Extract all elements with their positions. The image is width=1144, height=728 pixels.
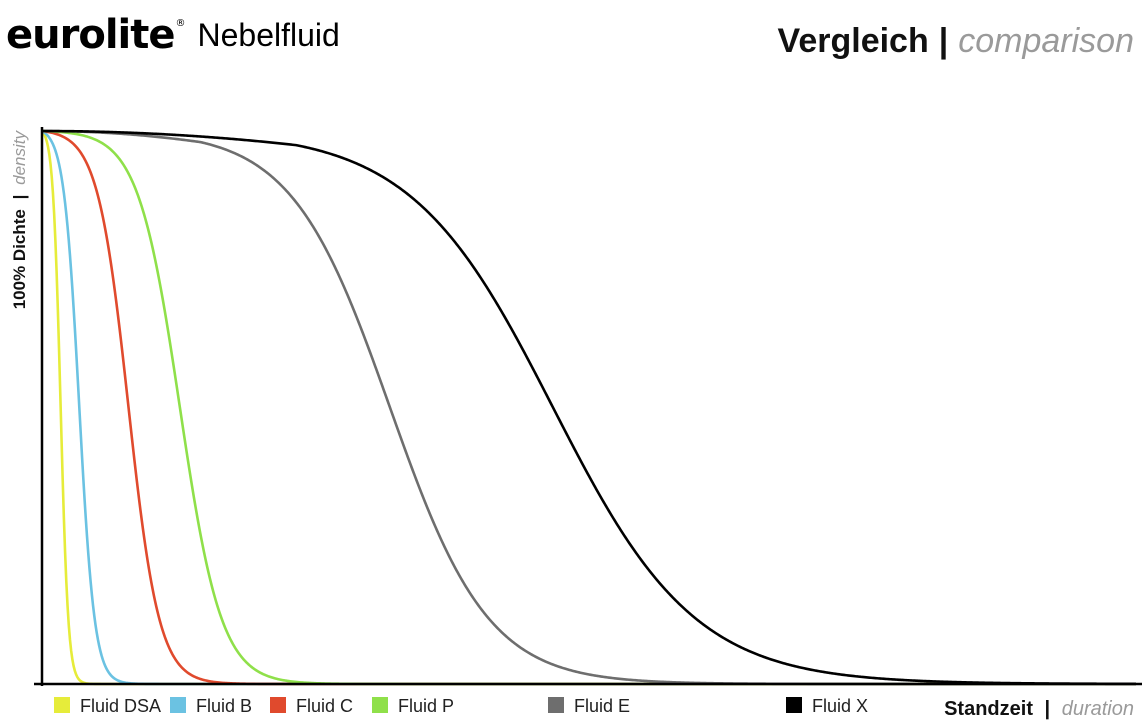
series-line-fluid-p xyxy=(41,129,1136,686)
x-axis-label: Standzeit | duration xyxy=(944,698,1134,720)
y-axis-label-main: 100% Dichte xyxy=(10,209,29,309)
legend-label-fluid-p: Fluid P xyxy=(398,696,454,716)
legend-label-fluid-x: Fluid X xyxy=(812,696,868,716)
legend-label-fluid-c: Fluid C xyxy=(296,696,353,716)
legend-swatch-fluid-dsa xyxy=(54,697,70,713)
legend-swatch-fluid-p xyxy=(372,697,388,713)
series-line-fluid-c xyxy=(41,129,1136,686)
y-axis-label-separator: | xyxy=(10,195,29,200)
title-separator: | xyxy=(938,22,949,60)
series-line-fluid-dsa xyxy=(40,130,1136,686)
product-name: Nebelfluid xyxy=(197,17,340,53)
brand-logo: eurolite xyxy=(6,12,175,58)
page-title: Vergleich | comparison xyxy=(778,18,1134,64)
title-main: Vergleich xyxy=(777,22,929,60)
legend-swatch-fluid-x xyxy=(786,697,802,713)
legend-swatch-fluid-c xyxy=(270,697,286,713)
legend-swatch-fluid-b xyxy=(170,697,186,713)
series-line-fluid-b xyxy=(41,129,1136,686)
legend: Fluid DSA Fluid B Fluid C Fluid P Fluid E Flu… xyxy=(54,696,868,716)
registered-mark: ® xyxy=(175,18,186,29)
series-layer xyxy=(40,129,1136,686)
brand: eurolite ® Nebelfluid xyxy=(6,4,340,66)
title-sub: comparison xyxy=(958,22,1134,60)
x-axis-label-separator: | xyxy=(1045,698,1051,720)
y-axis-label: 100% Dichte | density xyxy=(10,130,29,310)
legend-swatch-fluid-e xyxy=(548,697,564,713)
x-axis-label-main: Standzeit xyxy=(944,698,1033,720)
x-axis-label-sub: duration xyxy=(1062,698,1134,720)
legend-label-fluid-b: Fluid B xyxy=(196,696,252,716)
series-line-fluid-x xyxy=(41,129,1136,686)
legend-label-fluid-dsa: Fluid DSA xyxy=(80,696,161,716)
legend-label-fluid-e: Fluid E xyxy=(574,696,630,716)
series-line-fluid-e xyxy=(41,129,1136,686)
y-axis-label-sub: density xyxy=(10,130,29,185)
